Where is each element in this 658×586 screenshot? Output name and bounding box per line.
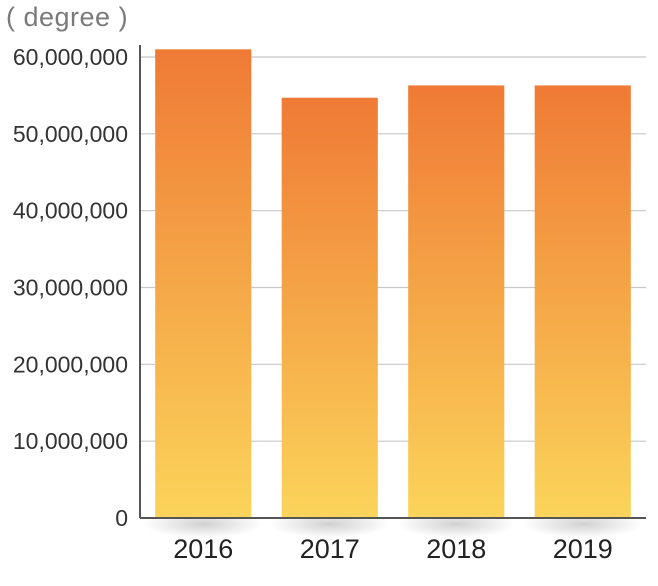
bar-2019 <box>534 85 631 518</box>
bar-2017 <box>281 97 378 518</box>
x-category-label: 2017 <box>300 534 360 564</box>
x-category-label: 2016 <box>173 534 233 564</box>
bar-2018 <box>408 85 505 518</box>
y-tick-label: 0 <box>115 505 128 531</box>
y-axis-unit-label: ( degree ) <box>6 2 129 32</box>
y-tick-label: 40,000,000 <box>13 198 128 224</box>
y-tick-label: 10,000,000 <box>13 428 128 454</box>
label-layer: 0 10,000,000 20,000,000 30,000,000 40,000,00… <box>13 44 613 564</box>
bar-2016 <box>155 49 252 519</box>
y-tick-label: 50,000,000 <box>13 121 128 147</box>
y-tick-label: 20,000,000 <box>13 351 128 377</box>
x-category-label: 2018 <box>426 534 486 564</box>
bar-layer <box>155 49 631 519</box>
y-tick-label: 30,000,000 <box>13 275 128 301</box>
axis-layer <box>139 45 646 519</box>
y-tick-label: 60,000,000 <box>13 44 128 70</box>
x-category-label: 2019 <box>553 534 613 564</box>
